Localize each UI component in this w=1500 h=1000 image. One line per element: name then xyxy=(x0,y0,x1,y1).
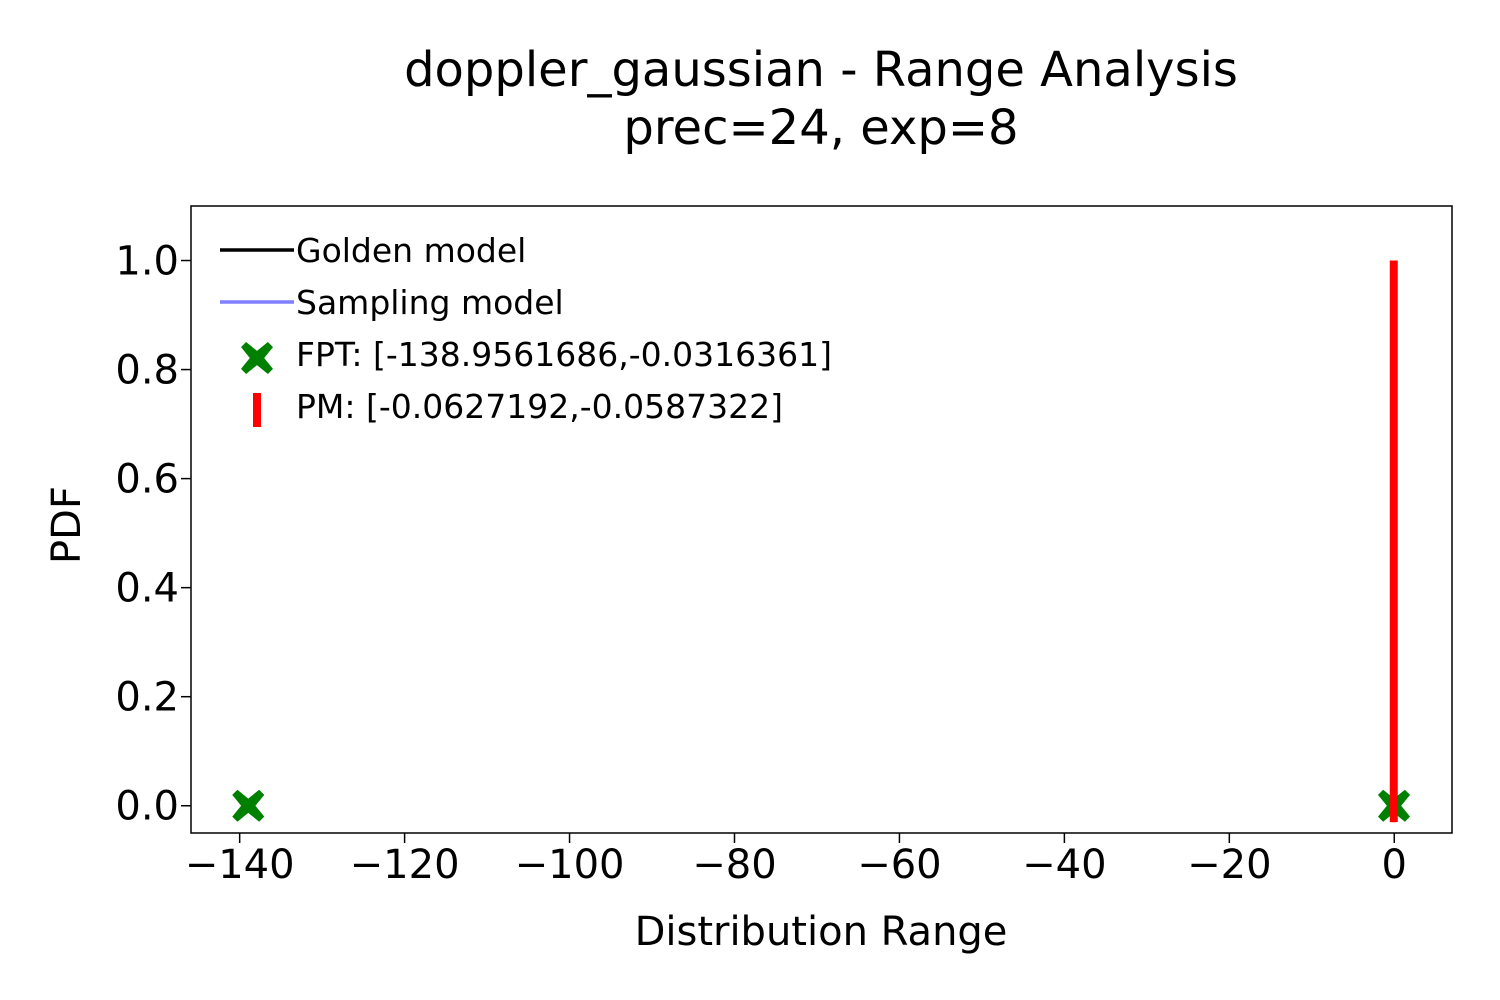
legend-x-marker-icon xyxy=(241,342,273,374)
x-tick-label: −40 xyxy=(1022,842,1106,888)
legend-vbar-icon xyxy=(253,393,261,427)
fpt-marker xyxy=(232,789,265,822)
y-tick-label: 0.8 xyxy=(115,348,179,394)
legend-label: FPT: [-138.9561686,-0.0316361] xyxy=(296,335,832,374)
plot-area xyxy=(190,205,1453,834)
x-tick-label: −140 xyxy=(185,842,295,888)
x-axis-label: Distribution Range xyxy=(635,909,1008,955)
chart-title: doppler_gaussian - Range Analysis xyxy=(404,42,1238,98)
x-tick-label: −20 xyxy=(1187,842,1271,888)
y-tick-label: 0.6 xyxy=(115,457,179,503)
x-tick-label: −80 xyxy=(692,842,776,888)
y-tick-label: 0.2 xyxy=(115,675,179,721)
x-tick-label: −120 xyxy=(350,842,460,888)
y-tick-label: 0.0 xyxy=(115,784,179,830)
x-axis: −140 −120 −100 −80 −60 −40 −20 0 xyxy=(185,833,1407,888)
y-tick-label: 1.0 xyxy=(115,239,179,285)
chart-subtitle: prec=24, exp=8 xyxy=(623,100,1018,156)
y-tick-label: 0.4 xyxy=(115,566,179,612)
legend-label: Golden model xyxy=(296,231,526,270)
legend-label: PM: [-0.0627192,-0.0587322] xyxy=(296,387,783,426)
x-tick-label: −60 xyxy=(857,842,941,888)
y-axis: 0.0 0.2 0.4 0.6 0.8 1.0 xyxy=(115,239,191,830)
pm-range-bar xyxy=(1389,260,1398,823)
legend-label: Sampling model xyxy=(296,283,564,322)
legend: Golden model Sampling model FPT: [-138.956… xyxy=(220,231,832,427)
x-tick-label: 0 xyxy=(1382,842,1407,888)
x-tick-label: −100 xyxy=(515,842,625,888)
series-layer xyxy=(232,260,1411,823)
y-axis-label: PDF xyxy=(44,486,90,564)
